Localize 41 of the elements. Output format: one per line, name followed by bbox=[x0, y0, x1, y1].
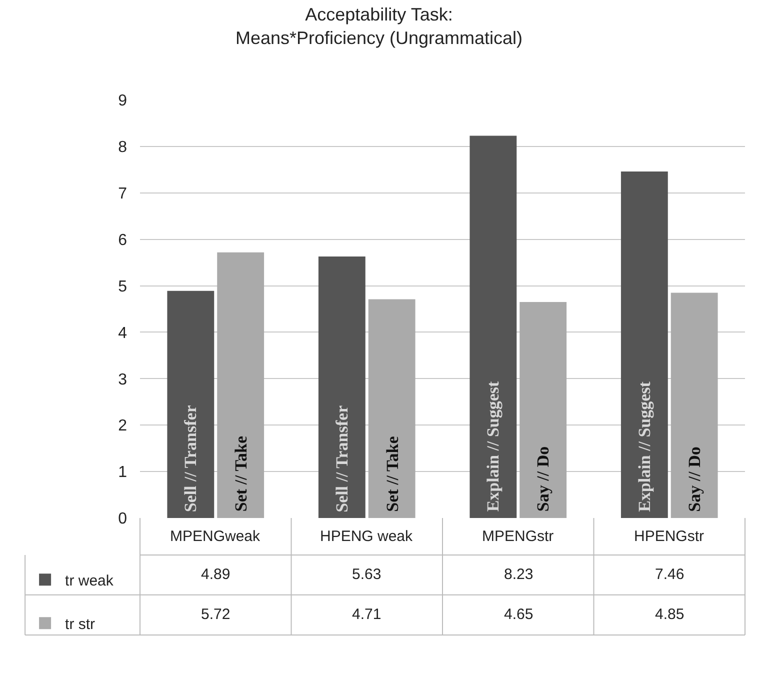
annotation: Sell // Transfer bbox=[181, 404, 200, 512]
bar bbox=[368, 299, 416, 518]
data-label: 4.85 bbox=[655, 606, 684, 623]
y-tick-label: 3 bbox=[118, 371, 128, 388]
annotation: Explain // Suggest bbox=[484, 380, 503, 512]
x-tick-label: MPENGstr bbox=[482, 528, 554, 545]
y-tick-label: 1 bbox=[118, 464, 128, 482]
data-label: 4.89 bbox=[201, 566, 230, 583]
y-tick-label: 6 bbox=[118, 232, 128, 249]
annotation: Say // Do bbox=[534, 446, 553, 512]
data-label: 7.46 bbox=[655, 566, 684, 583]
data-label: 5.72 bbox=[201, 606, 230, 623]
data-label: 4.65 bbox=[504, 606, 534, 623]
bar bbox=[318, 256, 366, 518]
x-tick-label: HPENG weak bbox=[320, 528, 414, 545]
bar bbox=[217, 252, 264, 518]
x-tick-label: HPENGstr bbox=[634, 528, 704, 545]
y-tick-label: 5 bbox=[118, 278, 128, 296]
chart-title: Acceptability Task: Means*Proficiency (Ungrammatical) bbox=[235, 4, 523, 48]
legend-label: tr weak bbox=[65, 572, 114, 590]
bar bbox=[470, 136, 517, 518]
legend-label: tr str bbox=[65, 616, 96, 633]
annotation: Say // Do bbox=[684, 446, 704, 512]
y-tick-label: 8 bbox=[118, 139, 128, 156]
data-label: 4.71 bbox=[352, 606, 382, 623]
y-tick-label: 2 bbox=[118, 418, 128, 435]
annotation: Sell // Transfer bbox=[332, 404, 352, 512]
bar bbox=[670, 292, 718, 518]
annotation: Set // Take bbox=[382, 436, 402, 512]
annotation: Set // Take bbox=[232, 436, 251, 512]
y-tick-label: 0 bbox=[118, 510, 128, 528]
bar bbox=[620, 172, 668, 518]
bar bbox=[520, 302, 567, 518]
annotation: Explain // Suggest bbox=[634, 381, 654, 512]
y-tick-label: 7 bbox=[118, 185, 128, 202]
y-tick-label: 4 bbox=[118, 324, 128, 342]
x-tick-label: MPENGweak bbox=[170, 528, 261, 545]
bar bbox=[167, 290, 214, 518]
data-label: 8.23 bbox=[504, 566, 534, 583]
y-tick-label: 9 bbox=[118, 92, 128, 110]
data-label: 5.63 bbox=[352, 566, 382, 583]
